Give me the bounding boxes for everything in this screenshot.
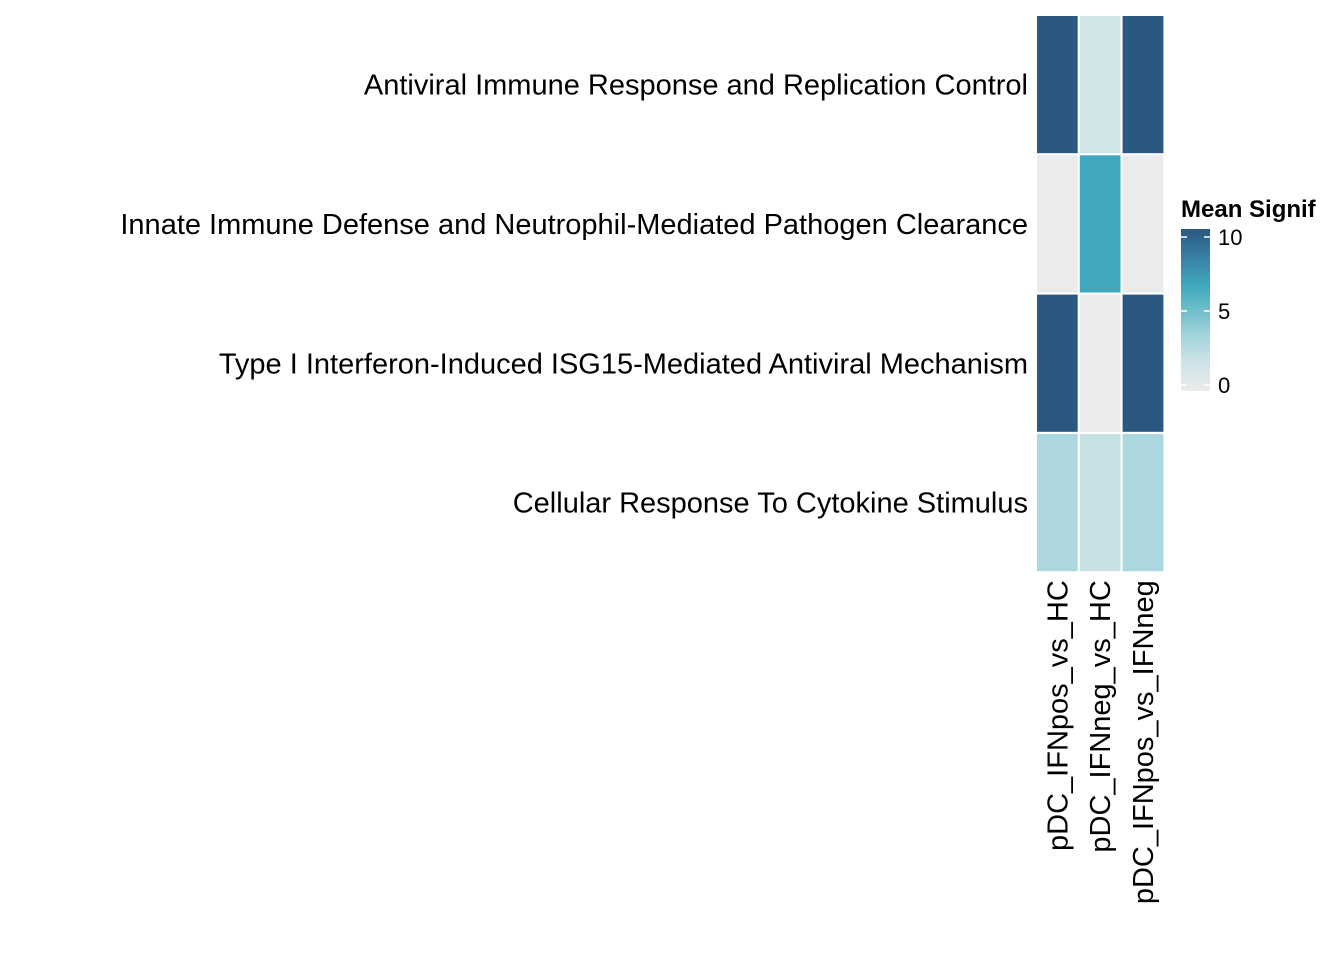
legend-title: Mean Signif <box>1181 196 1317 223</box>
legend-tick-label: 10 <box>1218 225 1242 250</box>
heatmap-cell <box>1077 153 1123 295</box>
column-label: pDC_IFNpos_vs_HC <box>1042 580 1074 851</box>
heatmap-cell <box>1120 292 1166 434</box>
heatmap-cell <box>1035 14 1080 156</box>
column-label: pDC_IFNpos_vs_IFNneg <box>1128 580 1160 904</box>
legend-colorbar <box>1181 229 1210 391</box>
heatmap-cell <box>1120 14 1166 156</box>
heatmap-cell <box>1077 292 1123 434</box>
row-label: Antiviral Immune Response and Replicatio… <box>364 70 1028 102</box>
row-labels: Antiviral Immune Response and Replicatio… <box>120 70 1028 520</box>
heatmap-cell <box>1077 431 1123 574</box>
column-label: pDC_IFNneg_vs_HC <box>1085 580 1117 852</box>
row-label: Cellular Response To Cytokine Stimulus <box>513 488 1028 520</box>
legend-tick-label: 5 <box>1218 299 1230 324</box>
heatmap-cell <box>1035 292 1080 434</box>
heatmap-cells <box>1035 14 1166 574</box>
legend-tick-label: 0 <box>1218 373 1230 398</box>
heatmap-cell <box>1035 431 1080 574</box>
legend-ticks: 0 5 10 <box>1181 225 1242 398</box>
heatmap-cell <box>1120 153 1166 295</box>
legend: Mean Signif 0 5 10 <box>1181 196 1317 398</box>
row-label: Type I Interferon-Induced ISG15-Mediated… <box>219 348 1028 380</box>
column-labels: pDC_IFNpos_vs_HC pDC_IFNneg_vs_HC pDC_IFNp… <box>1042 580 1160 904</box>
heatmap-cell <box>1035 153 1080 295</box>
row-label: Innate Immune Defense and Neutrophil-Med… <box>120 209 1028 241</box>
heatmap-cell <box>1077 14 1123 156</box>
heatmap-cell <box>1120 431 1166 574</box>
